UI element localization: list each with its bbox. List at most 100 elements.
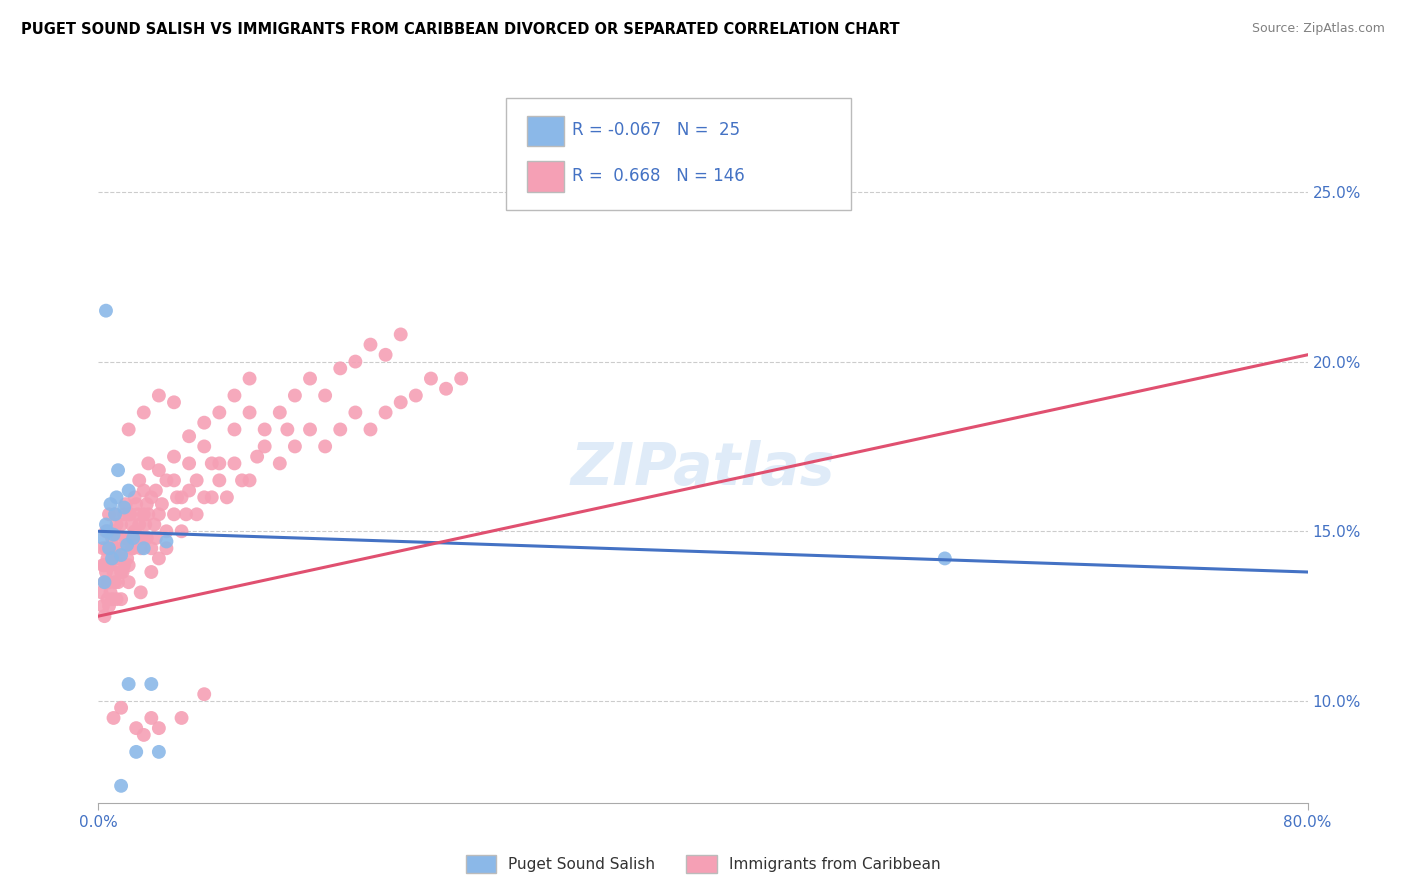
Point xyxy=(108,551,131,566)
Point xyxy=(314,388,336,402)
Point xyxy=(179,429,201,443)
Point xyxy=(103,527,125,541)
Point xyxy=(94,303,117,318)
Point xyxy=(103,551,125,566)
Point xyxy=(120,508,142,522)
Point xyxy=(148,551,170,566)
Point xyxy=(125,497,148,511)
Point xyxy=(141,491,163,505)
Point xyxy=(118,558,141,573)
Point xyxy=(134,517,156,532)
Point xyxy=(135,531,157,545)
Point xyxy=(103,711,125,725)
Point xyxy=(186,474,208,488)
Point xyxy=(115,538,138,552)
Point xyxy=(208,405,231,419)
Point xyxy=(100,558,122,573)
Point xyxy=(215,491,238,505)
Point xyxy=(107,531,129,545)
Point xyxy=(93,609,115,624)
Point xyxy=(170,711,193,725)
Point xyxy=(110,565,132,579)
Point xyxy=(329,361,352,376)
Point xyxy=(246,450,269,464)
Point xyxy=(239,371,262,385)
Point xyxy=(121,517,143,532)
Point xyxy=(253,439,276,453)
Point xyxy=(389,327,412,342)
Point xyxy=(128,517,150,532)
Point xyxy=(155,524,177,539)
Point xyxy=(110,592,132,607)
Point xyxy=(148,463,170,477)
Point xyxy=(118,575,141,590)
Point xyxy=(105,491,128,505)
Point xyxy=(107,575,129,590)
Point xyxy=(360,422,382,436)
Point xyxy=(143,517,166,532)
Point xyxy=(141,541,163,556)
Point xyxy=(103,524,125,539)
Point xyxy=(150,497,173,511)
Point xyxy=(420,371,443,385)
Point xyxy=(94,524,117,539)
Point xyxy=(163,508,186,522)
Point xyxy=(166,491,188,505)
Point xyxy=(163,450,186,464)
Point xyxy=(94,517,117,532)
Point xyxy=(104,508,127,522)
Point xyxy=(136,457,159,471)
Point xyxy=(201,491,224,505)
Point xyxy=(141,565,163,579)
Point xyxy=(314,439,336,453)
Point xyxy=(136,508,159,522)
Point xyxy=(104,575,127,590)
Point xyxy=(100,497,122,511)
Point xyxy=(141,711,163,725)
Point xyxy=(125,531,148,545)
Point xyxy=(110,548,132,562)
Text: R =  0.668   N = 146: R = 0.668 N = 146 xyxy=(572,167,745,185)
Point xyxy=(132,405,155,419)
Point xyxy=(253,422,276,436)
Point xyxy=(231,474,253,488)
Point xyxy=(93,575,115,590)
Point xyxy=(94,565,117,579)
Point xyxy=(110,779,132,793)
Point xyxy=(934,551,956,566)
Point xyxy=(224,388,246,402)
Point xyxy=(105,551,128,566)
Point xyxy=(118,483,141,498)
Point xyxy=(118,508,141,522)
Point xyxy=(269,457,291,471)
Point xyxy=(98,541,121,556)
Point xyxy=(132,531,155,545)
Point xyxy=(120,531,142,545)
Point xyxy=(374,405,396,419)
Point xyxy=(389,395,412,409)
Point xyxy=(93,575,115,590)
Point xyxy=(101,592,124,607)
Point xyxy=(135,497,157,511)
Point xyxy=(193,416,215,430)
Point xyxy=(96,524,118,539)
Text: R = -0.067   N =  25: R = -0.067 N = 25 xyxy=(572,121,741,139)
Point xyxy=(98,508,121,522)
Point xyxy=(239,474,262,488)
Point xyxy=(101,541,124,556)
Point xyxy=(299,371,322,385)
Point xyxy=(179,457,201,471)
Point xyxy=(118,677,141,691)
Point xyxy=(98,599,121,613)
Point xyxy=(132,541,155,556)
Point xyxy=(208,457,231,471)
Point xyxy=(434,382,457,396)
Point xyxy=(148,508,170,522)
Point xyxy=(122,541,145,556)
Point xyxy=(344,354,367,368)
Text: ZIPatlas: ZIPatlas xyxy=(571,441,835,498)
Point xyxy=(148,721,170,735)
Point xyxy=(224,457,246,471)
Point xyxy=(98,575,121,590)
Point xyxy=(208,474,231,488)
